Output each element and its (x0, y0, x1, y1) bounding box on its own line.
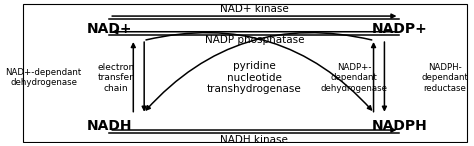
Text: NADP+: NADP+ (372, 22, 427, 36)
Text: NADH: NADH (87, 119, 132, 133)
Text: NADPH: NADPH (372, 119, 427, 133)
Text: NAD+ kinase: NAD+ kinase (220, 4, 289, 14)
Text: pyridine
nucleotide
transhydrogenase: pyridine nucleotide transhydrogenase (207, 61, 302, 94)
Text: NADP+-
dependant
dehydrogenase: NADP+- dependant dehydrogenase (320, 63, 388, 93)
Text: NADP phosphatase: NADP phosphatase (205, 35, 304, 45)
Text: electron
transfer
chain: electron transfer chain (98, 63, 135, 93)
Text: NAD+-dependant
dehydrogenase: NAD+-dependant dehydrogenase (5, 68, 82, 87)
Text: NADH kinase: NADH kinase (220, 135, 288, 145)
FancyArrowPatch shape (146, 33, 372, 110)
Text: NADPH-
dependant
reductase: NADPH- dependant reductase (421, 63, 468, 93)
Text: NAD+: NAD+ (87, 22, 132, 36)
FancyArrowPatch shape (146, 33, 372, 110)
